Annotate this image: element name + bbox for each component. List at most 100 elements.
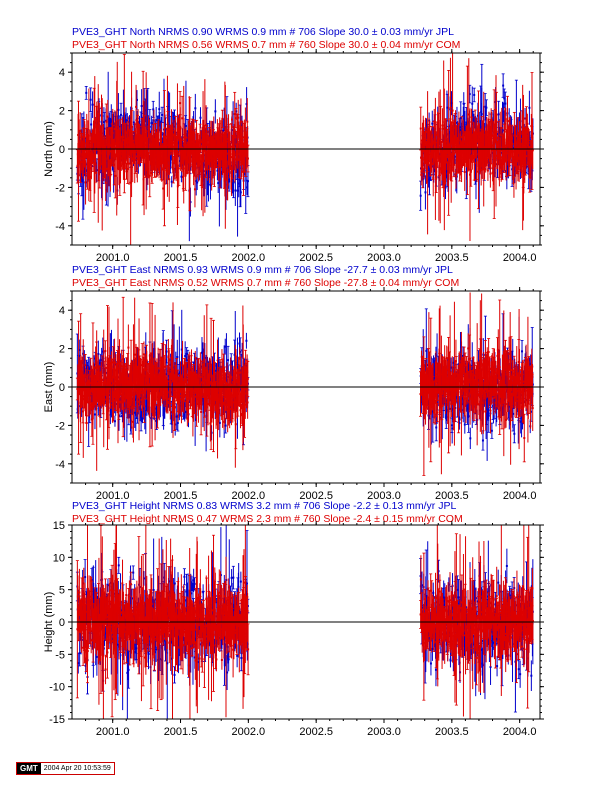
data-point	[144, 133, 147, 136]
data-point	[468, 143, 471, 146]
x-tick-label: 2001.0	[96, 252, 130, 264]
data-point	[137, 149, 140, 152]
data-point	[165, 373, 168, 376]
data-point	[140, 105, 143, 108]
data-point	[239, 191, 242, 194]
data-point	[102, 173, 105, 176]
data-point	[473, 121, 476, 124]
data-point	[424, 130, 427, 133]
data-point	[455, 121, 458, 124]
data-point	[143, 144, 146, 147]
data-point	[83, 142, 86, 145]
data-point	[148, 174, 151, 177]
data-point	[506, 120, 509, 123]
data-point	[161, 161, 164, 164]
data-point	[431, 122, 434, 125]
data-point	[163, 157, 166, 160]
data-point	[204, 154, 207, 157]
data-point	[245, 146, 248, 149]
data-point	[158, 163, 161, 166]
data-point	[230, 129, 233, 132]
x-tick-label: 2003.0	[367, 252, 401, 264]
data-point	[170, 422, 173, 425]
series-com	[75, 53, 534, 245]
data-point	[126, 141, 129, 144]
data-point	[150, 148, 153, 151]
data-point	[525, 127, 528, 130]
data-point	[196, 181, 199, 184]
data-point	[83, 136, 86, 139]
data-point	[115, 147, 118, 150]
data-point	[529, 151, 532, 154]
data-point	[200, 136, 203, 139]
data-point	[163, 126, 166, 129]
data-point	[499, 133, 502, 136]
data-point	[143, 168, 146, 171]
data-point	[108, 169, 111, 172]
data-point	[116, 124, 119, 127]
data-point	[446, 106, 449, 109]
data-point	[480, 113, 483, 116]
data-point	[189, 201, 192, 204]
data-point	[119, 405, 122, 408]
panel-east: PVE3_GHT East NRMS 0.93 WRMS 0.9 mm # 70…	[43, 264, 544, 502]
data-point	[178, 134, 181, 137]
data-point	[467, 113, 470, 116]
data-point	[457, 147, 460, 150]
data-point	[161, 153, 164, 156]
data-point	[493, 137, 496, 140]
data-point	[219, 164, 222, 167]
data-point	[463, 121, 466, 124]
data-point	[439, 127, 442, 130]
data-point	[112, 155, 115, 158]
data-point	[223, 151, 226, 154]
data-point	[86, 134, 89, 137]
data-point	[513, 145, 516, 148]
data-point	[504, 102, 507, 105]
data-point	[134, 413, 137, 416]
data-point	[119, 141, 122, 144]
data-point	[455, 158, 458, 161]
data-point	[505, 149, 508, 152]
data-point	[177, 142, 180, 145]
data-point	[420, 173, 423, 176]
data-point	[234, 136, 237, 139]
data-point	[246, 186, 249, 189]
data-point	[513, 169, 516, 172]
data-point	[207, 182, 210, 185]
data-point	[448, 134, 451, 137]
data-point	[155, 407, 158, 410]
data-point	[159, 146, 162, 149]
data-point	[185, 136, 188, 139]
data-point	[117, 108, 120, 111]
data-point	[171, 152, 174, 155]
data-point	[157, 369, 160, 372]
data-point	[227, 147, 230, 150]
data-point	[463, 118, 466, 121]
data-point	[424, 153, 427, 156]
data-point	[233, 165, 236, 168]
data-point	[200, 184, 203, 187]
data-point	[80, 160, 83, 163]
data-point	[184, 125, 187, 128]
data-point	[233, 146, 236, 149]
data-point	[155, 119, 158, 122]
data-point	[190, 130, 193, 133]
data-point	[245, 103, 248, 106]
data-point	[86, 165, 89, 168]
data-point	[165, 154, 168, 157]
data-point	[516, 138, 519, 141]
data-point	[234, 189, 237, 192]
data-point	[212, 135, 215, 138]
data-point	[463, 171, 466, 174]
y-axis-label: North (mm)	[43, 121, 55, 177]
data-point	[173, 115, 176, 118]
data-point	[224, 147, 227, 150]
data-point	[435, 162, 438, 165]
data-point	[213, 162, 216, 165]
data-point	[444, 134, 447, 137]
data-point	[132, 121, 135, 124]
data-point	[170, 411, 173, 414]
data-point	[132, 139, 135, 142]
data-point	[455, 173, 458, 176]
